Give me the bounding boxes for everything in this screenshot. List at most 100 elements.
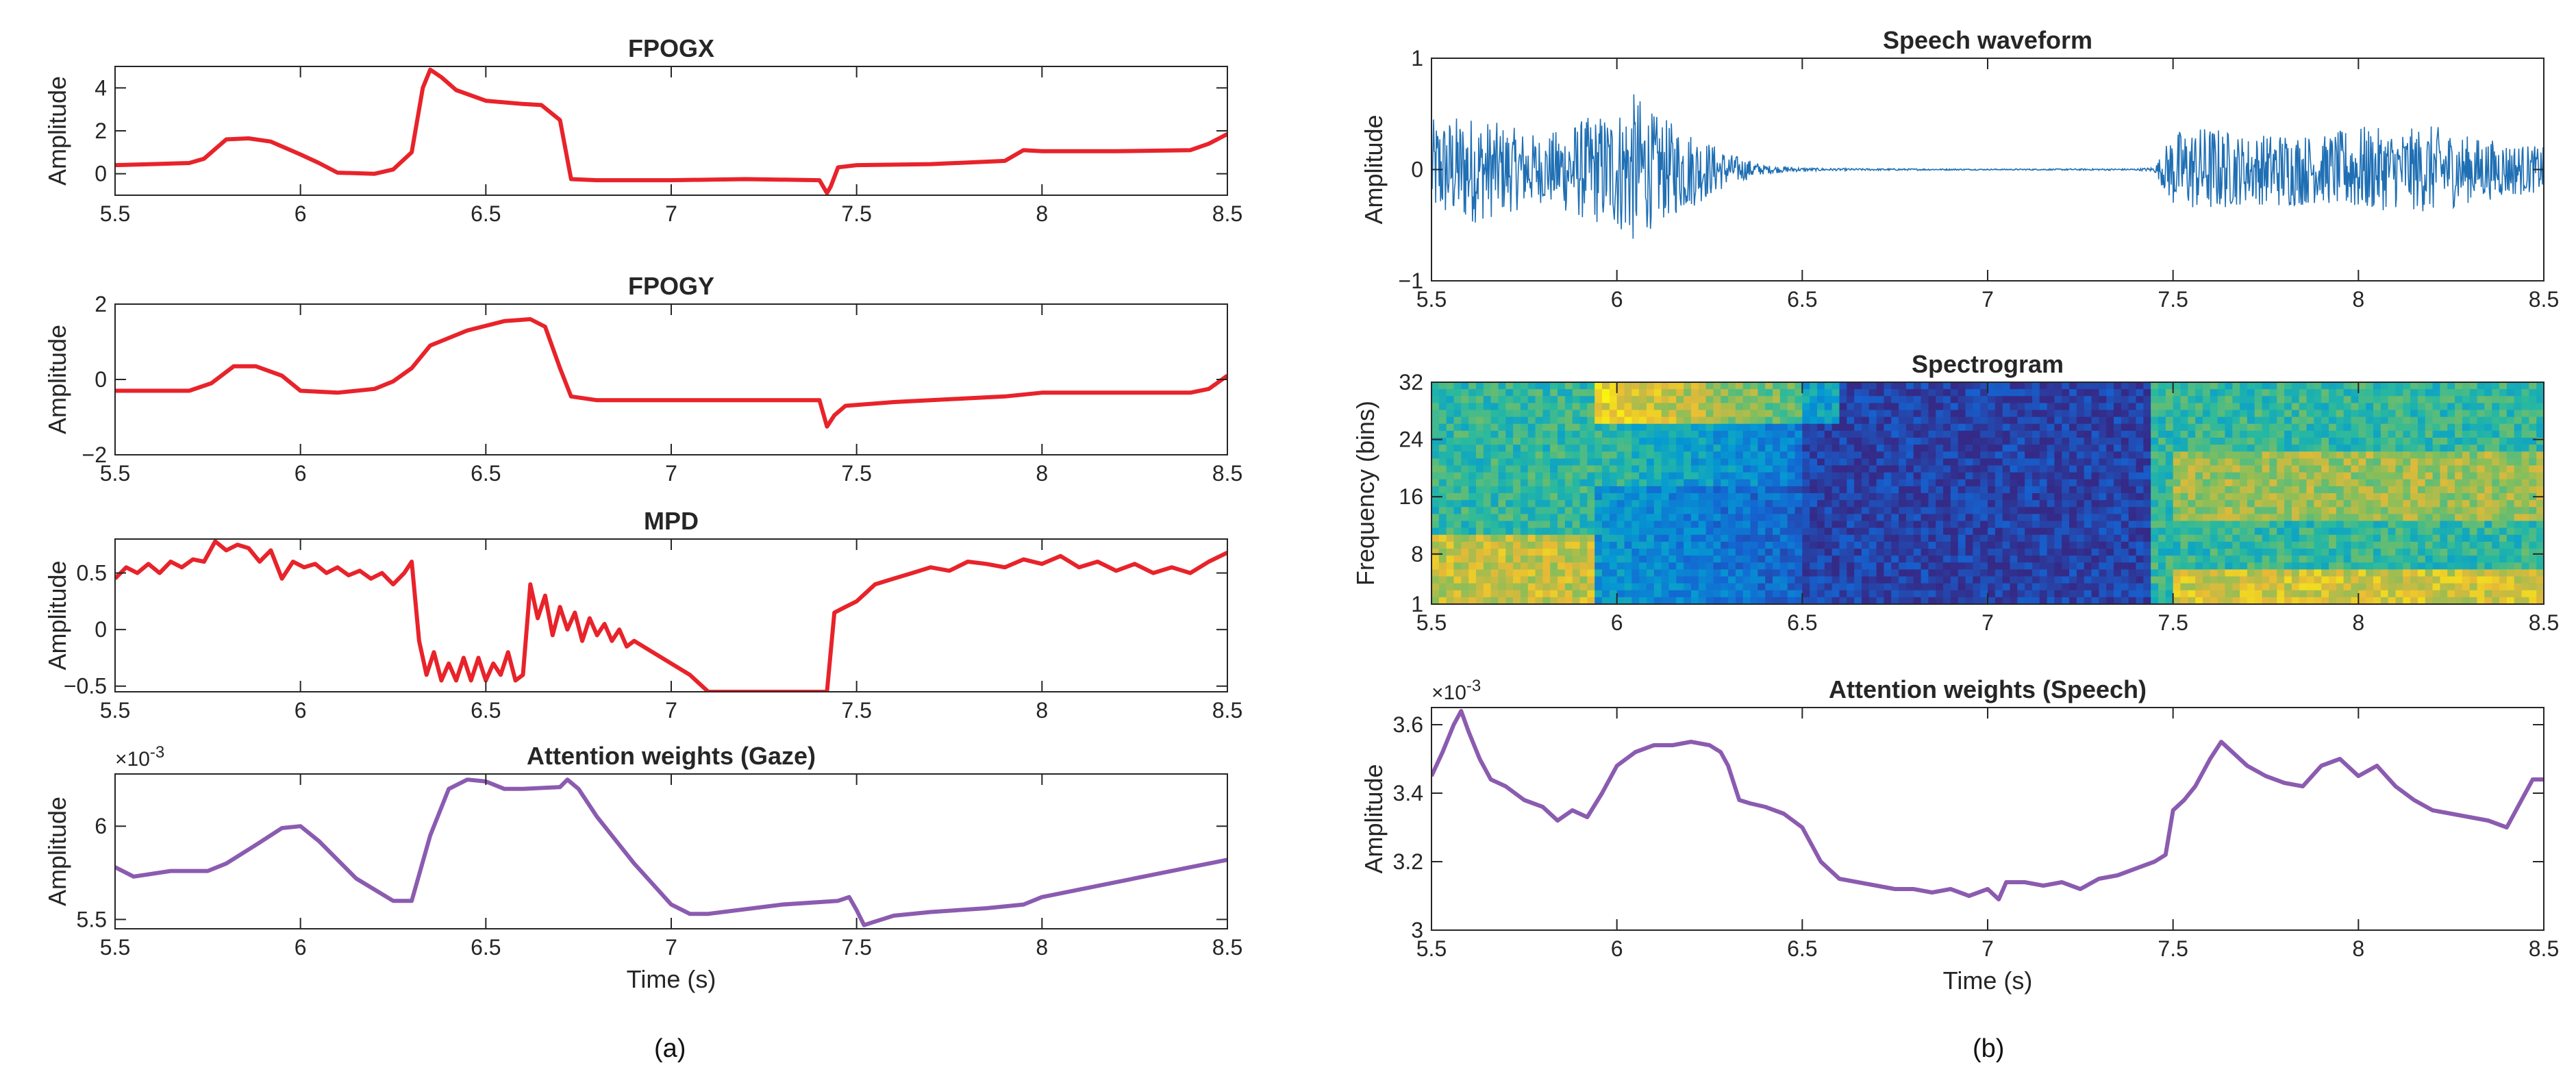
spectrogram-cell xyxy=(1535,416,1543,425)
spectrogram-cell xyxy=(1913,458,1922,466)
spectrogram-cell xyxy=(1742,403,1751,411)
spectrogram-cell xyxy=(2373,389,2381,397)
spectrogram-cell xyxy=(2373,576,2381,584)
spectrogram-cell xyxy=(2284,403,2292,411)
spectrogram-cell xyxy=(1572,382,1581,390)
spectrogram-cell xyxy=(2514,472,2523,480)
spectrogram-cell xyxy=(2225,479,2233,487)
spectrogram-cell xyxy=(2165,465,2174,473)
spectrogram-cell xyxy=(1847,445,1855,452)
spectrogram-cell xyxy=(2366,458,2374,466)
spectrogram-cell xyxy=(1558,382,1566,390)
spectrogram-cell xyxy=(2136,576,2144,584)
spectrogram-cell xyxy=(2031,458,2040,466)
spectrogram-cell xyxy=(1950,458,1959,466)
spectrogram-cell xyxy=(1587,438,1595,445)
spectrogram-cell xyxy=(1527,549,1536,556)
spectrogram-cell xyxy=(2084,382,2092,390)
spectrogram-cell xyxy=(2047,527,2055,536)
spectrogram-cell xyxy=(2240,465,2248,473)
spectrogram-cell xyxy=(1602,382,1610,390)
spectrogram-cell xyxy=(1646,486,1655,494)
spectrogram-cell xyxy=(2514,527,2523,536)
spectrogram-cell xyxy=(2202,472,2211,480)
spectrogram-cell xyxy=(1505,500,1514,508)
spectrogram-cell xyxy=(2417,438,2426,445)
spectrogram-cell xyxy=(1684,423,1692,432)
spectrogram-cell xyxy=(2121,486,2129,494)
spectrogram-cell xyxy=(1661,403,1670,411)
spectrogram-cell xyxy=(1728,396,1736,403)
spectrogram-cell xyxy=(1876,590,1885,598)
spectrogram-cell xyxy=(1868,472,1877,480)
spectrogram-cell xyxy=(2217,569,2226,577)
spectrogram-cell xyxy=(2425,465,2434,473)
waveform-xtick-label: 6 xyxy=(1611,287,1623,312)
spectrogram-cell xyxy=(1639,410,1647,418)
spectrogram-cell xyxy=(2039,451,2048,459)
spectrogram-cell xyxy=(2277,562,2285,570)
spectrogram-cell xyxy=(2336,534,2344,542)
spectrogram-cell xyxy=(1824,430,1833,438)
spectrogram-cell xyxy=(1468,416,1477,425)
spectrogram-cell xyxy=(2047,472,2055,480)
spectrogram-cell xyxy=(2484,576,2492,584)
spectrogram-cell xyxy=(1891,382,1899,390)
spectrogram-cell xyxy=(2410,479,2418,487)
spectrogram-cell xyxy=(2031,576,2040,584)
spectrogram-cell xyxy=(2247,583,2255,591)
spectrogram-cell xyxy=(1721,445,1729,452)
spectrogram-cell xyxy=(2425,549,2434,556)
spectrogram-cell xyxy=(2062,514,2070,522)
spectrogram-cell xyxy=(1787,396,1796,403)
spectrogram-cell xyxy=(2484,597,2492,604)
spectrogram-cell xyxy=(2217,438,2226,445)
spectrogram-cell xyxy=(1773,493,1781,501)
spectrogram-cell xyxy=(2388,569,2397,577)
spectrogram-cell xyxy=(1861,562,1870,570)
spectrogram-cell xyxy=(2492,583,2500,591)
spectrogram-cell xyxy=(2084,527,2092,536)
spectrogram-cell xyxy=(1505,410,1514,418)
spectrogram-cell xyxy=(1950,521,1959,529)
spectrogram-cell xyxy=(2529,410,2537,418)
spectrogram-cell xyxy=(2054,527,2062,536)
spectrogram-cell xyxy=(1936,562,1944,570)
spectrogram-cell xyxy=(2158,521,2166,529)
spectrogram-cell xyxy=(2499,458,2508,466)
spectrogram-cell xyxy=(1899,430,1907,438)
spectrogram-cell xyxy=(1542,597,1551,604)
spectrogram-cell xyxy=(2388,576,2397,584)
spectrogram-cell xyxy=(2017,451,2025,459)
spectrogram-cell xyxy=(1854,465,1862,473)
spectrogram-cell xyxy=(1802,416,1810,425)
spectrogram-cell xyxy=(1854,479,1862,487)
spectrogram-cell xyxy=(2388,389,2397,397)
spectrogram-cell xyxy=(1602,423,1610,432)
spectrogram-cell xyxy=(2410,451,2418,459)
spectrogram-cell xyxy=(2106,472,2114,480)
spectrogram-cell xyxy=(2395,486,2403,494)
spectrogram-cell xyxy=(2031,527,2040,536)
spectrogram-cell xyxy=(1988,493,1996,501)
spectrogram-cell xyxy=(2232,541,2240,549)
spectrogram-cell xyxy=(1965,562,1973,570)
spectrogram-cell xyxy=(2521,521,2529,529)
spectrogram-cell xyxy=(2047,555,2055,563)
spectrogram-cell xyxy=(2240,451,2248,459)
spectrogram-cell xyxy=(2136,562,2144,570)
spectrogram-cell xyxy=(1816,430,1825,438)
spectrogram-cell xyxy=(2054,410,2062,418)
spectrogram-cell xyxy=(1750,493,1758,501)
spectrogram-cell xyxy=(2277,534,2285,542)
spectrogram-cell xyxy=(1765,555,1773,563)
spectrogram-cell xyxy=(1453,479,1462,487)
spectrogram-cell xyxy=(1876,445,1885,452)
spectrogram-cell xyxy=(2180,410,2188,418)
spectrogram-cell xyxy=(2499,416,2508,425)
spectrogram-cell xyxy=(1527,410,1536,418)
spectrogram-cell xyxy=(2210,423,2218,432)
att_gaze-ytick-label: 6 xyxy=(95,814,107,838)
spectrogram-cell xyxy=(2158,549,2166,556)
spectrogram-cell xyxy=(2143,382,2151,390)
